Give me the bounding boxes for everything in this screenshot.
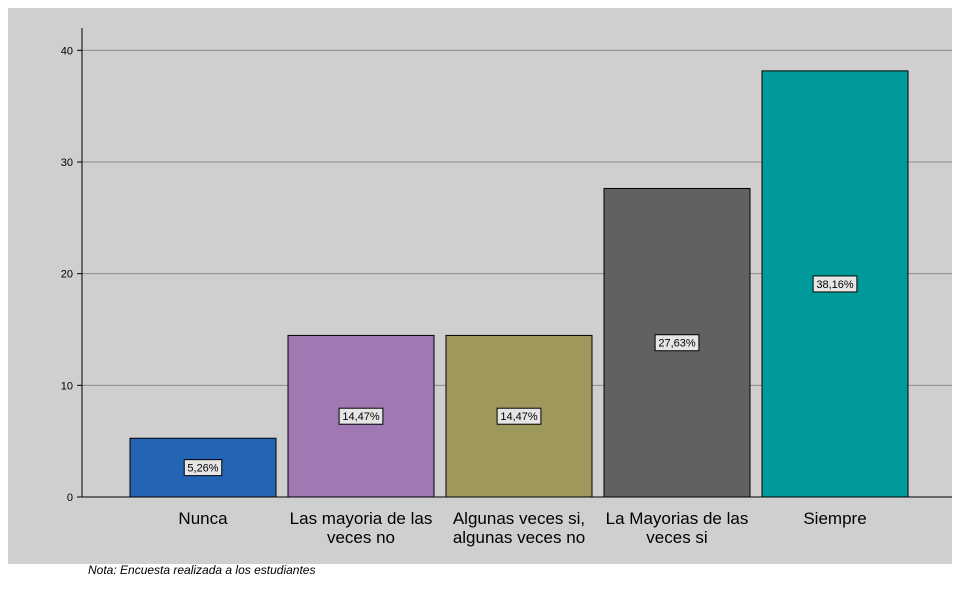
data-label: 27,63% (658, 338, 696, 350)
y-tick-label: 40 (61, 45, 73, 57)
category-label: Las mayoria de las (290, 509, 433, 528)
y-tick-label: 0 (67, 492, 73, 504)
y-tick-label: 10 (61, 380, 73, 392)
chart-note: Nota: Encuesta realizada a los estudiant… (88, 563, 316, 577)
category-label: Nunca (178, 509, 228, 528)
category-label: La Mayorias de las (606, 509, 749, 528)
data-label: 14,47% (500, 411, 538, 423)
data-label: 5,26% (187, 463, 218, 475)
data-label-box (183, 459, 223, 477)
data-label: 38,16% (816, 279, 854, 291)
bar-chart: 0 10 20 30 40 5,26% Nunca 14,47% Las mayoria de … (61, 28, 952, 547)
category-label: veces si (646, 528, 707, 547)
category-label: veces no (327, 528, 395, 547)
data-label-box (654, 334, 700, 352)
category-label: Siempre (803, 509, 866, 528)
category-label: Algunas veces si, (453, 509, 585, 528)
data-label-box (338, 407, 384, 425)
data-label: 14,47% (342, 411, 380, 423)
category-label: algunas veces no (453, 528, 585, 547)
y-tick-label: 20 (61, 269, 73, 281)
y-tick-label: 30 (61, 157, 73, 169)
data-label-box (496, 407, 542, 425)
data-label-box (812, 275, 858, 293)
